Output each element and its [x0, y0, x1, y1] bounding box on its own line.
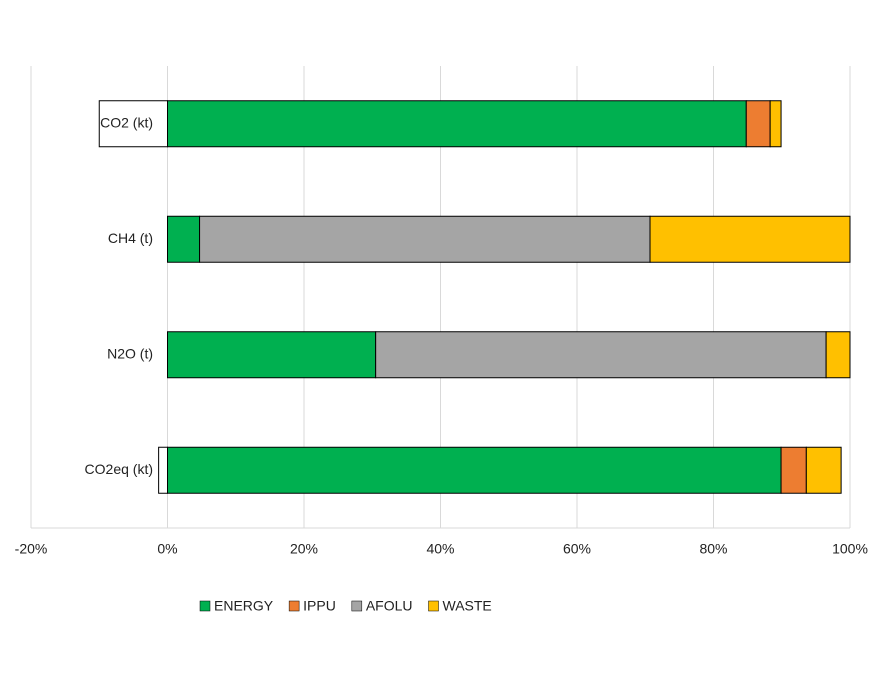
bar-segment — [825, 331, 851, 379]
bar-segment — [199, 215, 651, 263]
bar-segment — [780, 446, 807, 494]
legend-swatch — [288, 600, 300, 612]
x-tick-label: 40% — [426, 541, 454, 557]
x-tick-label: -20% — [15, 541, 48, 557]
legend-swatch — [351, 600, 363, 612]
y-tick-label: CO2eq (kt) — [85, 461, 153, 477]
bar-segment — [805, 446, 842, 494]
y-tick-label: CH4 (t) — [108, 230, 153, 246]
bar-segment — [158, 446, 169, 494]
x-tick-label: 20% — [290, 541, 318, 557]
legend-swatch — [428, 600, 439, 612]
bar-segment — [167, 100, 747, 148]
legend-label: AFOLU — [366, 598, 413, 614]
x-tick-label: 80% — [699, 541, 727, 557]
legend-label: IPPU — [303, 598, 336, 614]
bar-segment — [167, 331, 377, 379]
bar-segment — [649, 215, 851, 263]
x-tick-label: 100% — [832, 541, 868, 557]
y-tick-label: CO2 (kt) — [100, 114, 153, 130]
y-tick-label: N2O (t) — [107, 345, 153, 361]
bar-segment — [769, 100, 782, 148]
bar-segment — [745, 100, 771, 148]
bar-segment — [167, 215, 201, 263]
legend-label: WASTE — [443, 598, 492, 614]
bar-segment — [375, 331, 827, 379]
x-tick-label: 60% — [563, 541, 591, 557]
legend-label: ENERGY — [214, 598, 274, 614]
legend-swatch — [199, 600, 211, 612]
bar-segment — [98, 100, 168, 148]
x-tick-label: 0% — [157, 541, 177, 557]
bar-segment — [167, 446, 782, 494]
